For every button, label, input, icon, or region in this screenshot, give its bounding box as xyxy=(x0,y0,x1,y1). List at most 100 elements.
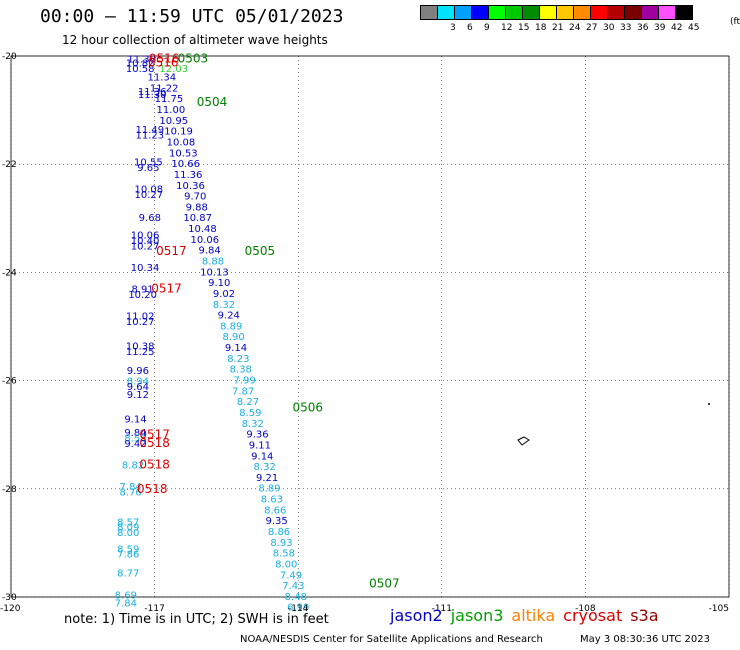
colorbar-unit: (ft) xyxy=(730,17,740,27)
swh-value: 11.75 xyxy=(155,94,184,105)
swh-value: 9.42 xyxy=(124,439,146,450)
swh-value: 10.13 xyxy=(200,267,229,278)
swh-value: 8.86 xyxy=(268,527,290,538)
swh-value: 9.10 xyxy=(208,278,230,289)
swh-value: 11.30 xyxy=(138,90,167,101)
day-label: 0503 xyxy=(178,52,209,66)
swh-value: 10.55 xyxy=(134,157,163,168)
swh-marks: 11.3810.8210.5811.3411.2211.7511.0010.95… xyxy=(115,55,310,614)
swh-value: 8.58 xyxy=(273,549,295,560)
lat-tick-label: -30 xyxy=(2,593,17,603)
swh-value: 8.69 xyxy=(115,590,137,601)
lat-tick-label: -24 xyxy=(2,268,17,278)
colorbar-swatch: 24 xyxy=(556,5,580,33)
swh-value: 10.40 xyxy=(131,236,160,247)
colorbar-label: 45 xyxy=(688,23,700,33)
swh-value: 8.76 xyxy=(120,488,142,499)
mission-legend-jason2: jason2 xyxy=(390,606,443,625)
swh-value: 9.96 xyxy=(127,366,149,377)
day-label: 0516 xyxy=(148,55,179,69)
swh-value: 11.23 xyxy=(135,130,164,141)
swh-value: 10.82 xyxy=(126,58,155,69)
colorbar-label: 30 xyxy=(603,23,615,33)
swh-value: 11.38 xyxy=(127,55,156,66)
swh-value: 9.11 xyxy=(249,440,271,451)
swh-value: 7.84 xyxy=(120,482,142,493)
swh-value: 7.49 xyxy=(280,570,302,581)
swh-value: 10.38 xyxy=(126,341,155,352)
swh-value: 10.53 xyxy=(169,148,198,159)
colorbar-label: 6 xyxy=(467,23,473,33)
swh-value: 11.36 xyxy=(174,170,203,181)
swh-value: 11.00 xyxy=(157,105,186,116)
lon-tick-label: -120 xyxy=(0,604,21,614)
swh-value: 8.93 xyxy=(270,538,292,549)
swh-value: 10.06 xyxy=(131,231,160,242)
swh-value: 10.34 xyxy=(131,263,160,274)
swh-value: 9.14 xyxy=(124,414,146,425)
footer-note: note: 1) Time is in UTC; 2) SWH is in fe… xyxy=(64,612,329,627)
swh-value: 11.34 xyxy=(147,73,176,84)
swh-value: 8.88 xyxy=(202,256,224,267)
day-label: 0518 xyxy=(139,457,170,471)
swh-value: 8.66 xyxy=(264,505,286,516)
swh-value: 10.06 xyxy=(191,235,220,246)
colorbar-label: 36 xyxy=(637,23,649,33)
swh-value: 11.25 xyxy=(126,347,155,358)
swh-value: 12.03 xyxy=(159,64,188,75)
swh-value: 8.89 xyxy=(258,484,280,495)
swh-value: 8.59 xyxy=(239,408,261,419)
colorbar-label: 3 xyxy=(450,23,456,33)
swh-value: 8.00 xyxy=(117,528,139,539)
page-title: 00:00 – 11:59 UTC 05/01/2023 xyxy=(40,6,344,27)
colorbar-swatch: 27 xyxy=(573,5,597,33)
swh-value: 11.02 xyxy=(126,312,155,323)
mission-legend-altika: altika xyxy=(511,606,556,625)
swh-value: 10.19 xyxy=(164,127,193,138)
day-label: 0504 xyxy=(197,95,228,109)
swh-value: 11.36 xyxy=(138,87,167,98)
swh-value: 9.02 xyxy=(213,289,235,300)
swh-value: 9.68 xyxy=(139,213,161,224)
swh-value: 8.89 xyxy=(220,321,242,332)
swh-value: 8.27 xyxy=(237,397,259,408)
colorbar-swatch: 9 xyxy=(471,5,490,33)
swh-value: 9.36 xyxy=(246,430,268,441)
swh-value: 9.64 xyxy=(127,382,149,393)
mission-legend-cryosat: cryosat xyxy=(563,606,623,625)
swh-value: 10.95 xyxy=(159,116,188,127)
day-label: 0506 xyxy=(292,401,323,415)
island-shape xyxy=(517,436,530,446)
swh-value: 7.84 xyxy=(115,598,137,609)
colorbar-label: 27 xyxy=(586,23,598,33)
lon-tick-label: -117 xyxy=(144,604,164,614)
swh-value: 8.59 xyxy=(117,544,139,555)
lon-tick-label: -111 xyxy=(432,604,452,614)
lat-tick-label: -26 xyxy=(2,377,17,387)
swh-value: 7.43 xyxy=(282,581,304,592)
island-dot xyxy=(708,403,710,405)
page-subtitle: 12 hour collection of altimeter wave hei… xyxy=(62,33,328,47)
mission-legend-jason3: jason3 xyxy=(450,606,504,625)
swh-value: 8.32 xyxy=(254,462,276,473)
swh-value: 8.55 xyxy=(124,433,146,444)
swh-value: 10.66 xyxy=(171,159,200,170)
swh-value: 10.48 xyxy=(188,224,217,235)
swh-value: 8.77 xyxy=(117,569,139,580)
footer-credit: NOAA/NESDIS Center for Satellite Applica… xyxy=(240,634,543,645)
colorbar-swatch: 12 xyxy=(488,5,512,33)
colorbar-label: 42 xyxy=(671,23,683,33)
swh-value: 10.87 xyxy=(183,213,212,224)
day-label: 0516 xyxy=(149,52,180,66)
day-label: 0518 xyxy=(139,436,170,450)
swh-value: 8.94 xyxy=(127,377,149,388)
swh-value: 8.32 xyxy=(213,300,235,311)
day-label: 0518 xyxy=(137,482,168,496)
colorbar-legend: 3 6 9 12 15 18 21 24 27 30 33 36 39 42 45 xyxy=(420,5,699,33)
swh-value: 7.99 xyxy=(233,376,255,387)
swh-value: 9.14 xyxy=(251,451,273,462)
swh-value: 8.90 xyxy=(222,332,244,343)
colorbar-label: 15 xyxy=(518,23,530,33)
swh-value: 11.49 xyxy=(135,125,164,136)
